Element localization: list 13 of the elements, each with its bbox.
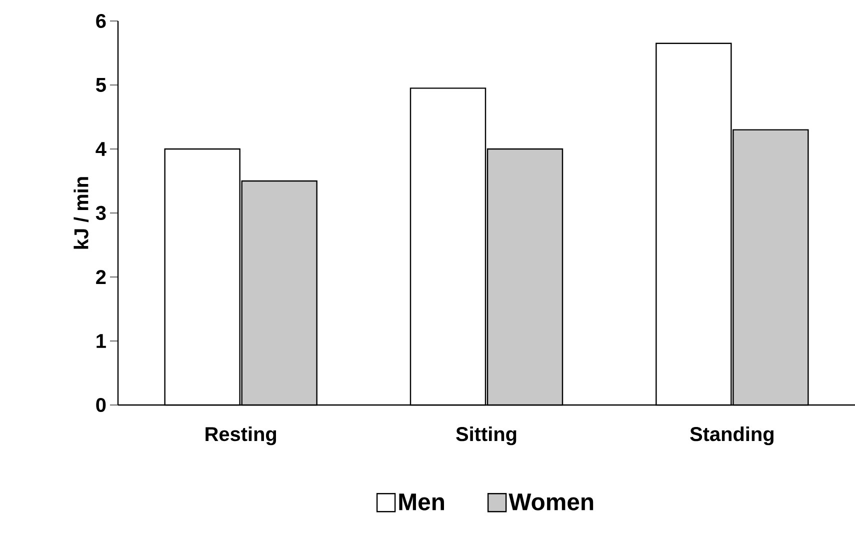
y-tick-label: 0: [96, 398, 106, 412]
y-tick-label: 2: [96, 270, 106, 284]
y-tick-label: 6: [96, 14, 106, 28]
y-axis-title: kJ / min: [74, 177, 89, 249]
x-tick-label: Resting: [206, 426, 276, 446]
x-tick-label: Sitting: [456, 426, 516, 446]
legend-label: Men: [399, 494, 444, 510]
y-tick-label: 3: [96, 206, 106, 220]
y-tick-label: 4: [96, 142, 106, 156]
x-tick-label: Standing: [690, 426, 774, 446]
y-tick-label: 1: [96, 334, 106, 348]
y-tick-label: 5: [96, 78, 106, 92]
legend-label: Women: [508, 494, 594, 510]
